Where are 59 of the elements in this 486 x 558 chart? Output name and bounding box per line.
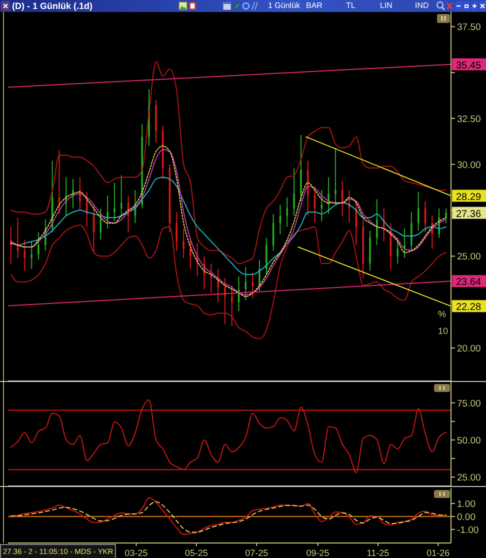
text: LIN xyxy=(380,0,392,12)
candlestick xyxy=(258,259,260,292)
candlestick xyxy=(404,228,406,258)
text: TL xyxy=(346,0,356,12)
candlestick xyxy=(79,176,81,211)
y-tick-label: 37.50 xyxy=(457,22,481,34)
y-tick-label: 32.50 xyxy=(457,114,481,125)
candlestick xyxy=(286,196,288,228)
candlestick xyxy=(114,182,116,222)
candlestick xyxy=(341,180,344,216)
candlestick xyxy=(334,147,336,206)
y-tick-label: 1.00 xyxy=(457,499,476,510)
candlestick xyxy=(328,176,330,214)
y-tick-label: 25.00 xyxy=(457,252,481,263)
text: IND xyxy=(415,0,429,12)
line-series xyxy=(10,399,447,474)
candlestick xyxy=(300,134,302,202)
y-tick-label: 50.00 xyxy=(457,435,481,446)
text: BAR xyxy=(306,0,322,12)
text: 1 Günlük xyxy=(268,0,300,12)
y-tick-label: 20.00 xyxy=(457,343,481,354)
candlestick xyxy=(224,278,226,325)
y-tick-label: 0.00 xyxy=(457,512,476,523)
candlestick xyxy=(120,174,122,218)
chart-title: (D) - 1 Günlük (.1d) xyxy=(12,0,92,12)
candlestick xyxy=(176,212,178,252)
candlestick xyxy=(445,208,447,224)
candlestick xyxy=(182,228,184,258)
data-label: 28.29 xyxy=(456,192,482,203)
y-tick-label: -1.00 xyxy=(457,524,479,536)
x-tick-label: 07-25 xyxy=(245,548,268,558)
y-tick-label: 75.00 xyxy=(457,398,481,410)
candlestick xyxy=(190,237,192,270)
candlestick xyxy=(376,198,378,246)
data-label: 23.64 xyxy=(456,277,482,288)
x-tick-label: 01-26 xyxy=(426,548,450,558)
y-tick-label: 30.00 xyxy=(457,160,481,171)
candlestick xyxy=(217,268,219,303)
annotation: % xyxy=(438,309,446,319)
x-tick-label: 03-25 xyxy=(124,548,148,558)
candlestick xyxy=(38,232,40,260)
candlestick xyxy=(293,168,295,216)
candlestick xyxy=(30,240,32,270)
data-label: 35.45 xyxy=(456,60,482,72)
y-tick-label: 25.00 xyxy=(457,472,481,484)
x-tick-label: 09-25 xyxy=(306,548,330,558)
candlestick xyxy=(106,195,108,230)
line-series xyxy=(10,61,447,264)
annotation: 10 xyxy=(438,326,448,336)
annotation: 27.36 xyxy=(456,208,482,220)
candlestick xyxy=(410,212,412,252)
candlestick xyxy=(230,285,233,326)
x-tick-label: 05-25 xyxy=(184,548,208,558)
candlestick xyxy=(252,272,254,299)
line-series xyxy=(10,224,447,340)
x-tick-label: 11-25 xyxy=(366,548,390,558)
candlestick xyxy=(266,237,268,276)
candlestick xyxy=(396,237,399,264)
data-label: 22.28 xyxy=(456,302,482,314)
